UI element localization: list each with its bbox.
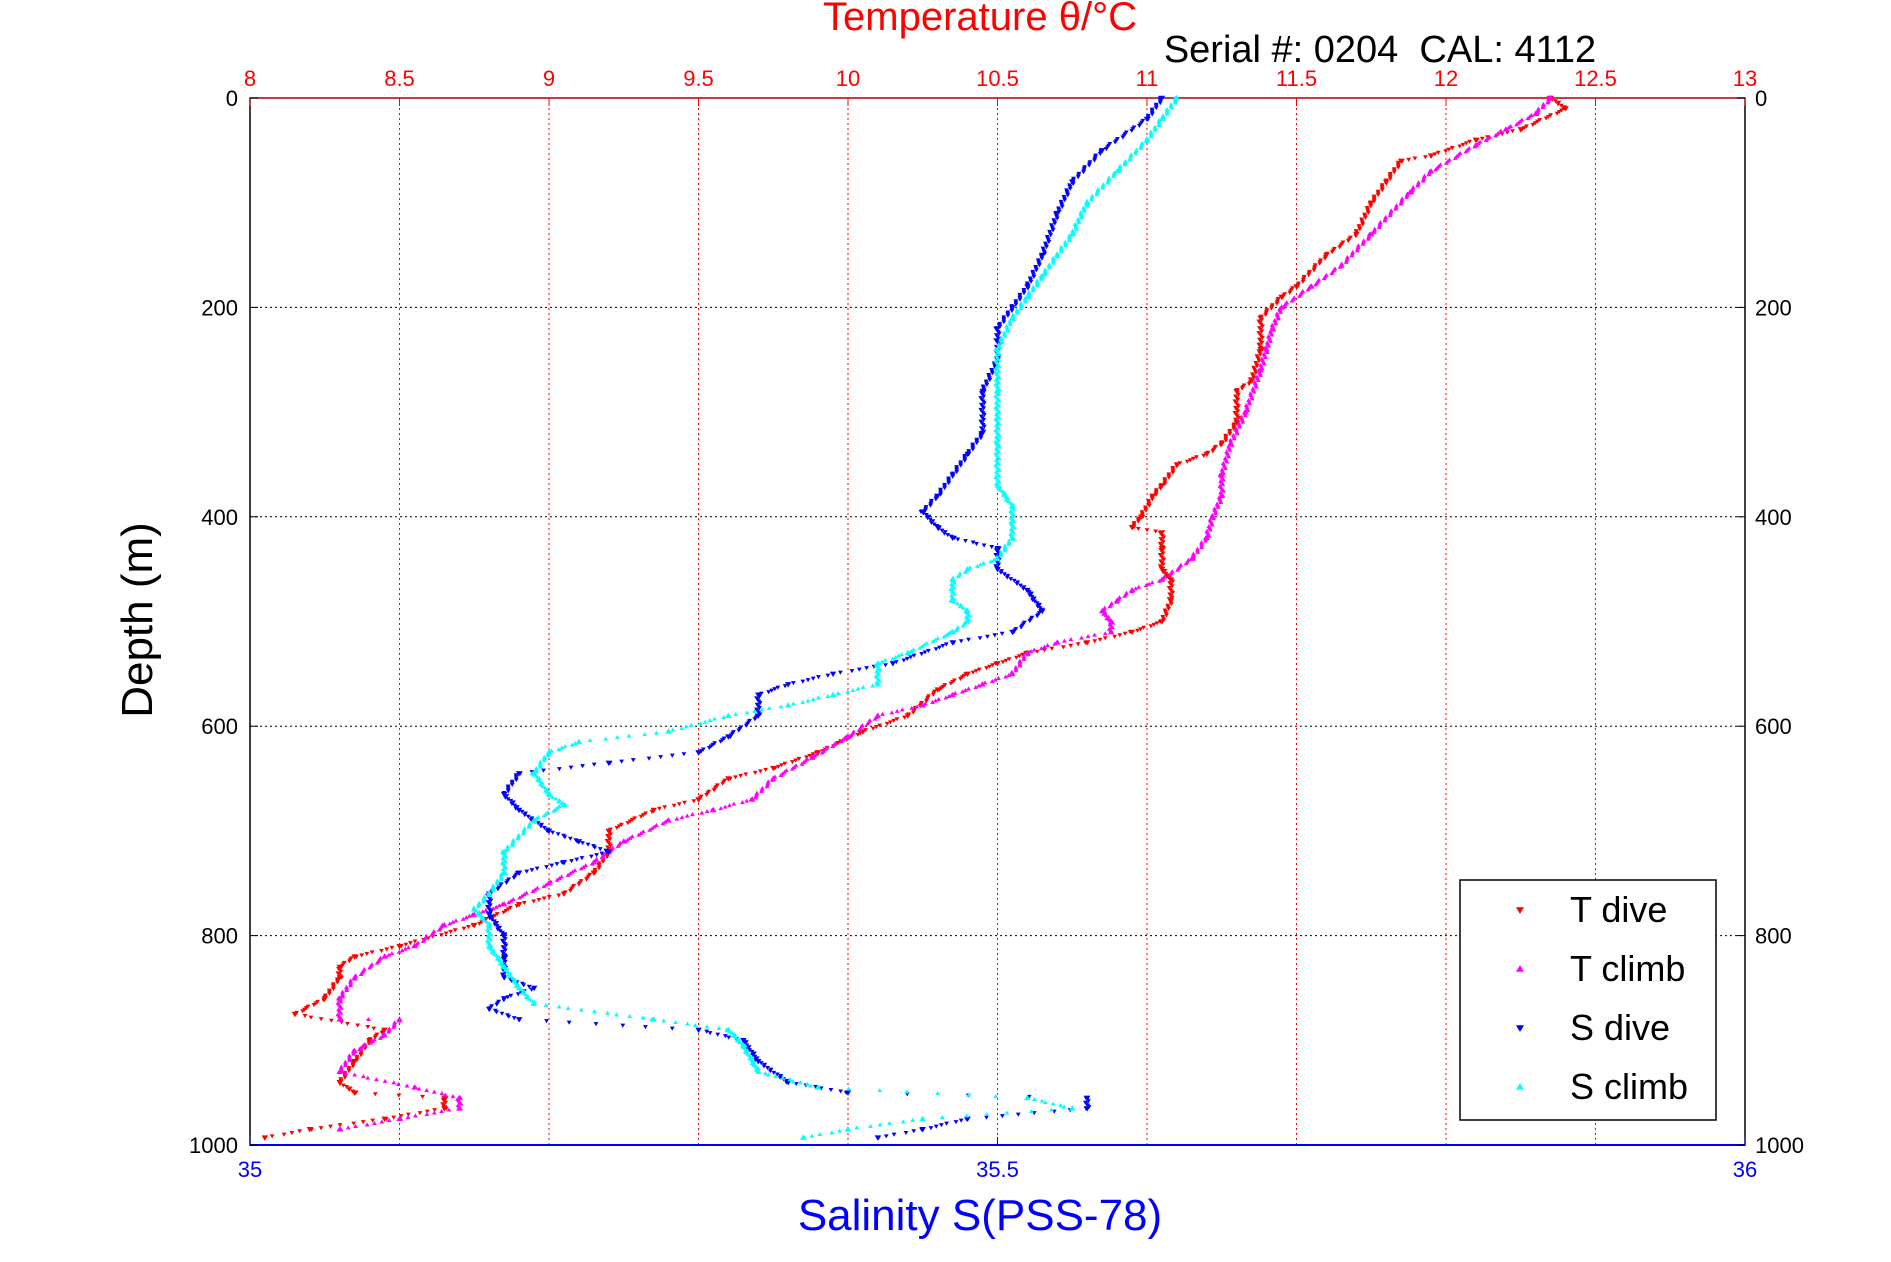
temperature-tick-label: 11 — [1136, 66, 1159, 91]
salinity-tick-label: 36 — [1733, 1157, 1757, 1182]
series-t-climb — [335, 94, 1554, 1132]
legend-label-s-climb: S climb — [1570, 1066, 1688, 1107]
depth-tick-label-right: 800 — [1755, 924, 1792, 949]
temperature-tick-label: 11.5 — [1276, 66, 1317, 91]
temperature-tick-label: 9.5 — [683, 66, 714, 91]
salinity-tick-label: 35 — [238, 1157, 262, 1182]
temperature-tick-label: 10.5 — [976, 66, 1019, 91]
legend-marker-t-climb — [1516, 965, 1524, 972]
depth-axis-title: Depth (m) — [113, 522, 162, 718]
legend-label-t-climb: T climb — [1570, 948, 1685, 989]
salinity-tick-label: 35.5 — [976, 1157, 1019, 1182]
temperature-tick-label: 12.5 — [1574, 66, 1617, 91]
depth-tick-label-right: 600 — [1755, 714, 1792, 739]
depth-tick-label-left: 1000 — [189, 1133, 238, 1158]
depth-tick-label-left: 600 — [201, 714, 238, 739]
legend-marker-t-dive — [1516, 907, 1524, 914]
legend-box — [1459, 879, 1717, 1121]
temperature-tick-label: 13 — [1733, 66, 1757, 91]
depth-tick-label-right: 400 — [1755, 505, 1792, 530]
data-series — [261, 94, 1569, 1141]
depth-tick-label-right: 200 — [1755, 295, 1792, 320]
depth-tick-label-left: 0 — [226, 86, 238, 111]
legend-marker-s-climb — [1516, 1083, 1524, 1090]
legend-label-s-dive: S dive — [1570, 1007, 1670, 1048]
depth-tick-label-right: 0 — [1755, 86, 1767, 111]
temperature-tick-label: 10 — [836, 66, 860, 91]
legend: T dive T climb S dive S climb — [1459, 879, 1717, 1121]
temperature-tick-label: 8.5 — [384, 66, 415, 91]
series-t-dive — [261, 95, 1569, 1141]
series-s-climb — [471, 94, 1181, 1140]
serial-cal-label: Serial #: 0204 CAL: 4112 — [1164, 29, 1596, 71]
depth-tick-label-right: 1000 — [1755, 1133, 1804, 1158]
temperature-tick-label: 12 — [1434, 66, 1458, 91]
depth-tick-label-left: 400 — [201, 505, 238, 530]
salinity-axis-title: Salinity S(PSS-78) — [798, 1191, 1162, 1240]
legend-label-t-dive: T dive — [1570, 889, 1667, 930]
temperature-axis-title: Temperature θ/°C — [823, 0, 1137, 39]
legend-marker-s-dive — [1516, 1025, 1524, 1032]
depth-tick-label-left: 800 — [201, 924, 238, 949]
temperature-tick-label: 8 — [244, 66, 256, 91]
depth-tick-label-left: 200 — [201, 295, 238, 320]
temperature-tick-label: 9 — [543, 66, 555, 91]
